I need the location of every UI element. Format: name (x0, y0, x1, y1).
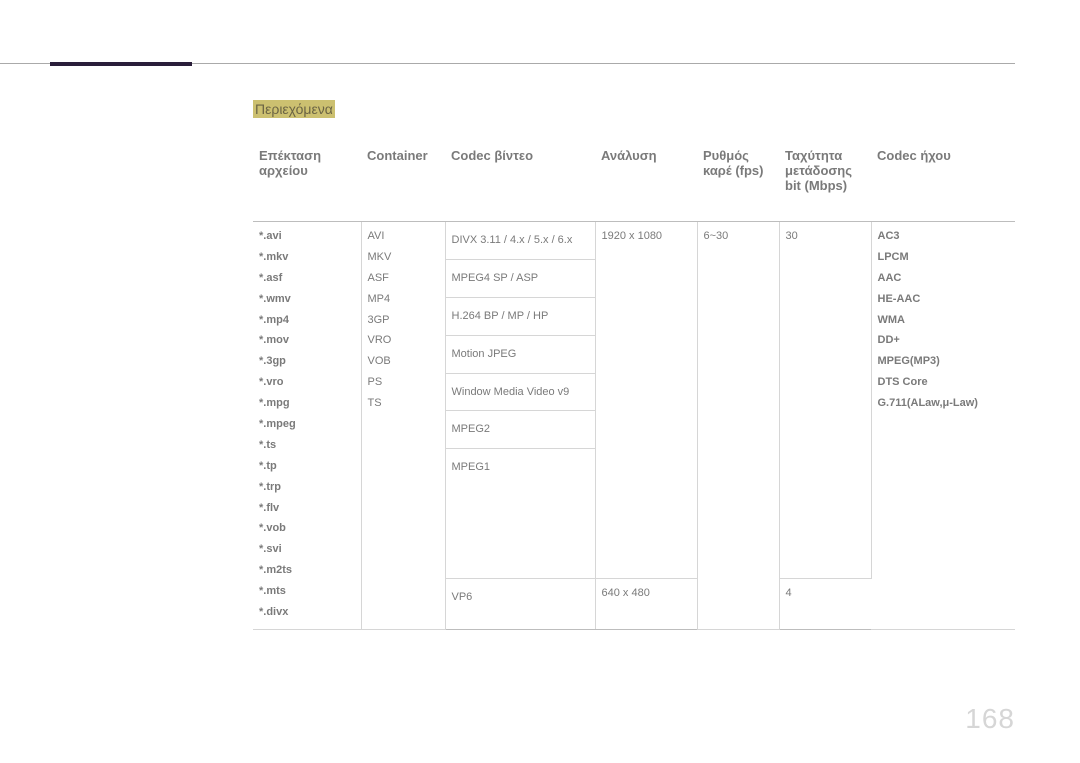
th-fps: Ρυθμός καρέ (fps) (697, 140, 779, 222)
cell-vcodec-group2: VP6 (445, 578, 595, 629)
th-resolution: Ανάλυση (595, 140, 697, 222)
vcodec-item: MPEG2 (446, 411, 595, 449)
document-page: Περιεχόμενα Επέκταση αρχείου Container C… (0, 0, 1080, 763)
vcodec-item: Window Media Video v9 (446, 374, 595, 412)
vcodec-item: DIVX 3.11 / 4.x / 5.x / 6.x (446, 222, 595, 260)
th-bitrate: Ταχύτητα μετάδοσης bit (Mbps) (779, 140, 871, 222)
vcodec-item: Motion JPEG (446, 336, 595, 374)
cell-res-2: 640 x 480 (595, 578, 697, 629)
cell-containers: AVIMKVASFMP43GPVROVOBPSTS (361, 222, 445, 630)
cell-res-1: 1920 x 1080 (595, 222, 697, 579)
cell-bitrate-2: 4 (779, 578, 871, 629)
cell-fps-1: 6~30 (697, 222, 779, 630)
th-acodec: Codec ήχου (871, 140, 1015, 222)
vcodec-item: H.264 BP / MP / HP (446, 298, 595, 336)
vcodec-item: MPEG1 (446, 449, 595, 486)
cell-vcodecs-group1: DIVX 3.11 / 4.x / 5.x / 6.xMPEG4 SP / AS… (445, 222, 595, 579)
page-number: 168 (965, 703, 1015, 735)
table-row: *.avi*.mkv*.asf*.wmv*.mp4*.mov*.3gp*.vro… (253, 222, 1015, 579)
cell-extensions: *.avi*.mkv*.asf*.wmv*.mp4*.mov*.3gp*.vro… (253, 222, 361, 630)
codec-table-wrap: Επέκταση αρχείου Container Codec βίντεο … (253, 140, 1015, 630)
vcodec-item: MPEG4 SP / ASP (446, 260, 595, 298)
cell-bitrate-1: 30 (779, 222, 871, 579)
contents-heading: Περιεχόμενα (253, 100, 335, 118)
top-rule-accent (50, 62, 192, 66)
codec-table: Επέκταση αρχείου Container Codec βίντεο … (253, 140, 1015, 630)
th-ext: Επέκταση αρχείου (253, 140, 361, 222)
th-vcodec: Codec βίντεο (445, 140, 595, 222)
th-container: Container (361, 140, 445, 222)
cell-acodecs: AC3LPCMAACHE-AACWMADD+MPEG(MP3)DTS CoreG… (871, 222, 1015, 630)
table-header-row: Επέκταση αρχείου Container Codec βίντεο … (253, 140, 1015, 222)
